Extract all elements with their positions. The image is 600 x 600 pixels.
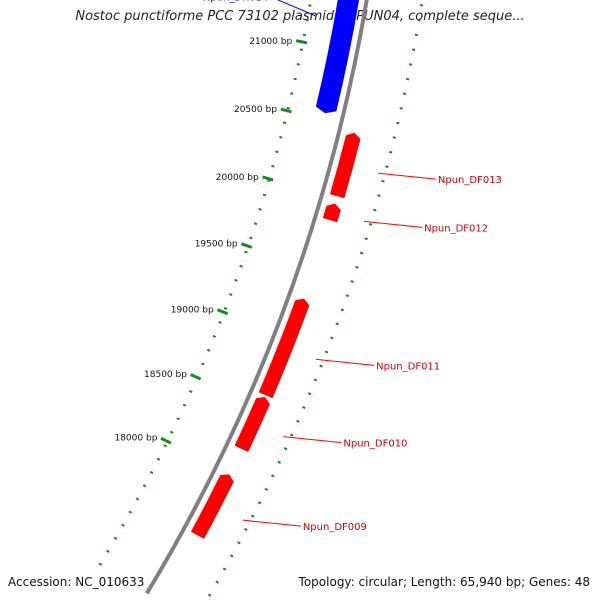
tick-label: 19000 bp xyxy=(171,305,214,315)
gene-label[interactable]: Npun_DR014 xyxy=(203,0,268,4)
label-leader-line xyxy=(276,0,316,17)
reverse-gene-arrow[interactable] xyxy=(315,0,368,114)
outer-dotted-circle xyxy=(205,0,424,600)
plasmid-backbone xyxy=(145,0,369,595)
gene-label[interactable]: Npun_DF013 xyxy=(438,175,502,186)
dotted-guides xyxy=(98,0,424,600)
tick-mark xyxy=(216,308,229,316)
label-leader-line xyxy=(364,220,423,228)
tick-label: 18500 bp xyxy=(144,370,187,380)
label-leader-line xyxy=(283,436,342,444)
label-leader-line xyxy=(377,172,436,180)
gene-label[interactable]: Npun_DF010 xyxy=(343,439,407,450)
forward-gene-arrow[interactable] xyxy=(234,396,270,452)
tick-mark xyxy=(295,39,308,45)
accession-label: Accession: NC_010633 xyxy=(8,575,145,589)
tick-mark xyxy=(160,436,172,445)
forward-gene-arrow[interactable] xyxy=(258,298,310,399)
gene-label[interactable]: Npun_DF012 xyxy=(424,223,488,234)
gene-label[interactable]: Npun_DF009 xyxy=(303,522,367,533)
tick-label: 18000 bp xyxy=(114,433,157,443)
tick-mark xyxy=(189,373,202,381)
gene-label[interactable]: Npun_DF011 xyxy=(376,361,440,372)
label-leader-line xyxy=(242,519,301,527)
inner-dotted-circle xyxy=(98,0,313,566)
forward-gene-arrow[interactable] xyxy=(191,474,234,539)
tick-mark xyxy=(240,242,253,249)
tick-label: 21000 bp xyxy=(249,37,292,47)
tick-marks: 18000 bp 18500 bp 19000 bp 19500 bp 20000 bp… xyxy=(114,37,308,445)
forward-gene-arrow[interactable] xyxy=(330,132,361,199)
gene-labels: Npun_DF009 Npun_DF010 Npun_DF011 Npun_DF012… xyxy=(203,0,502,533)
map-title: Nostoc punctiforme PCC 73102 plasmid pNP… xyxy=(75,9,525,24)
tick-mark xyxy=(262,175,274,182)
gene-features xyxy=(191,0,368,539)
label-leader-line xyxy=(316,358,375,366)
forward-gene-arrow[interactable] xyxy=(322,203,341,223)
tick-mark xyxy=(280,107,292,114)
tick-label: 20000 bp xyxy=(216,173,259,183)
tick-label: 19500 bp xyxy=(195,240,238,250)
topology-label: Topology: circular; Length: 65,940 bp; G… xyxy=(298,575,590,589)
tick-label: 20500 bp xyxy=(234,105,277,115)
